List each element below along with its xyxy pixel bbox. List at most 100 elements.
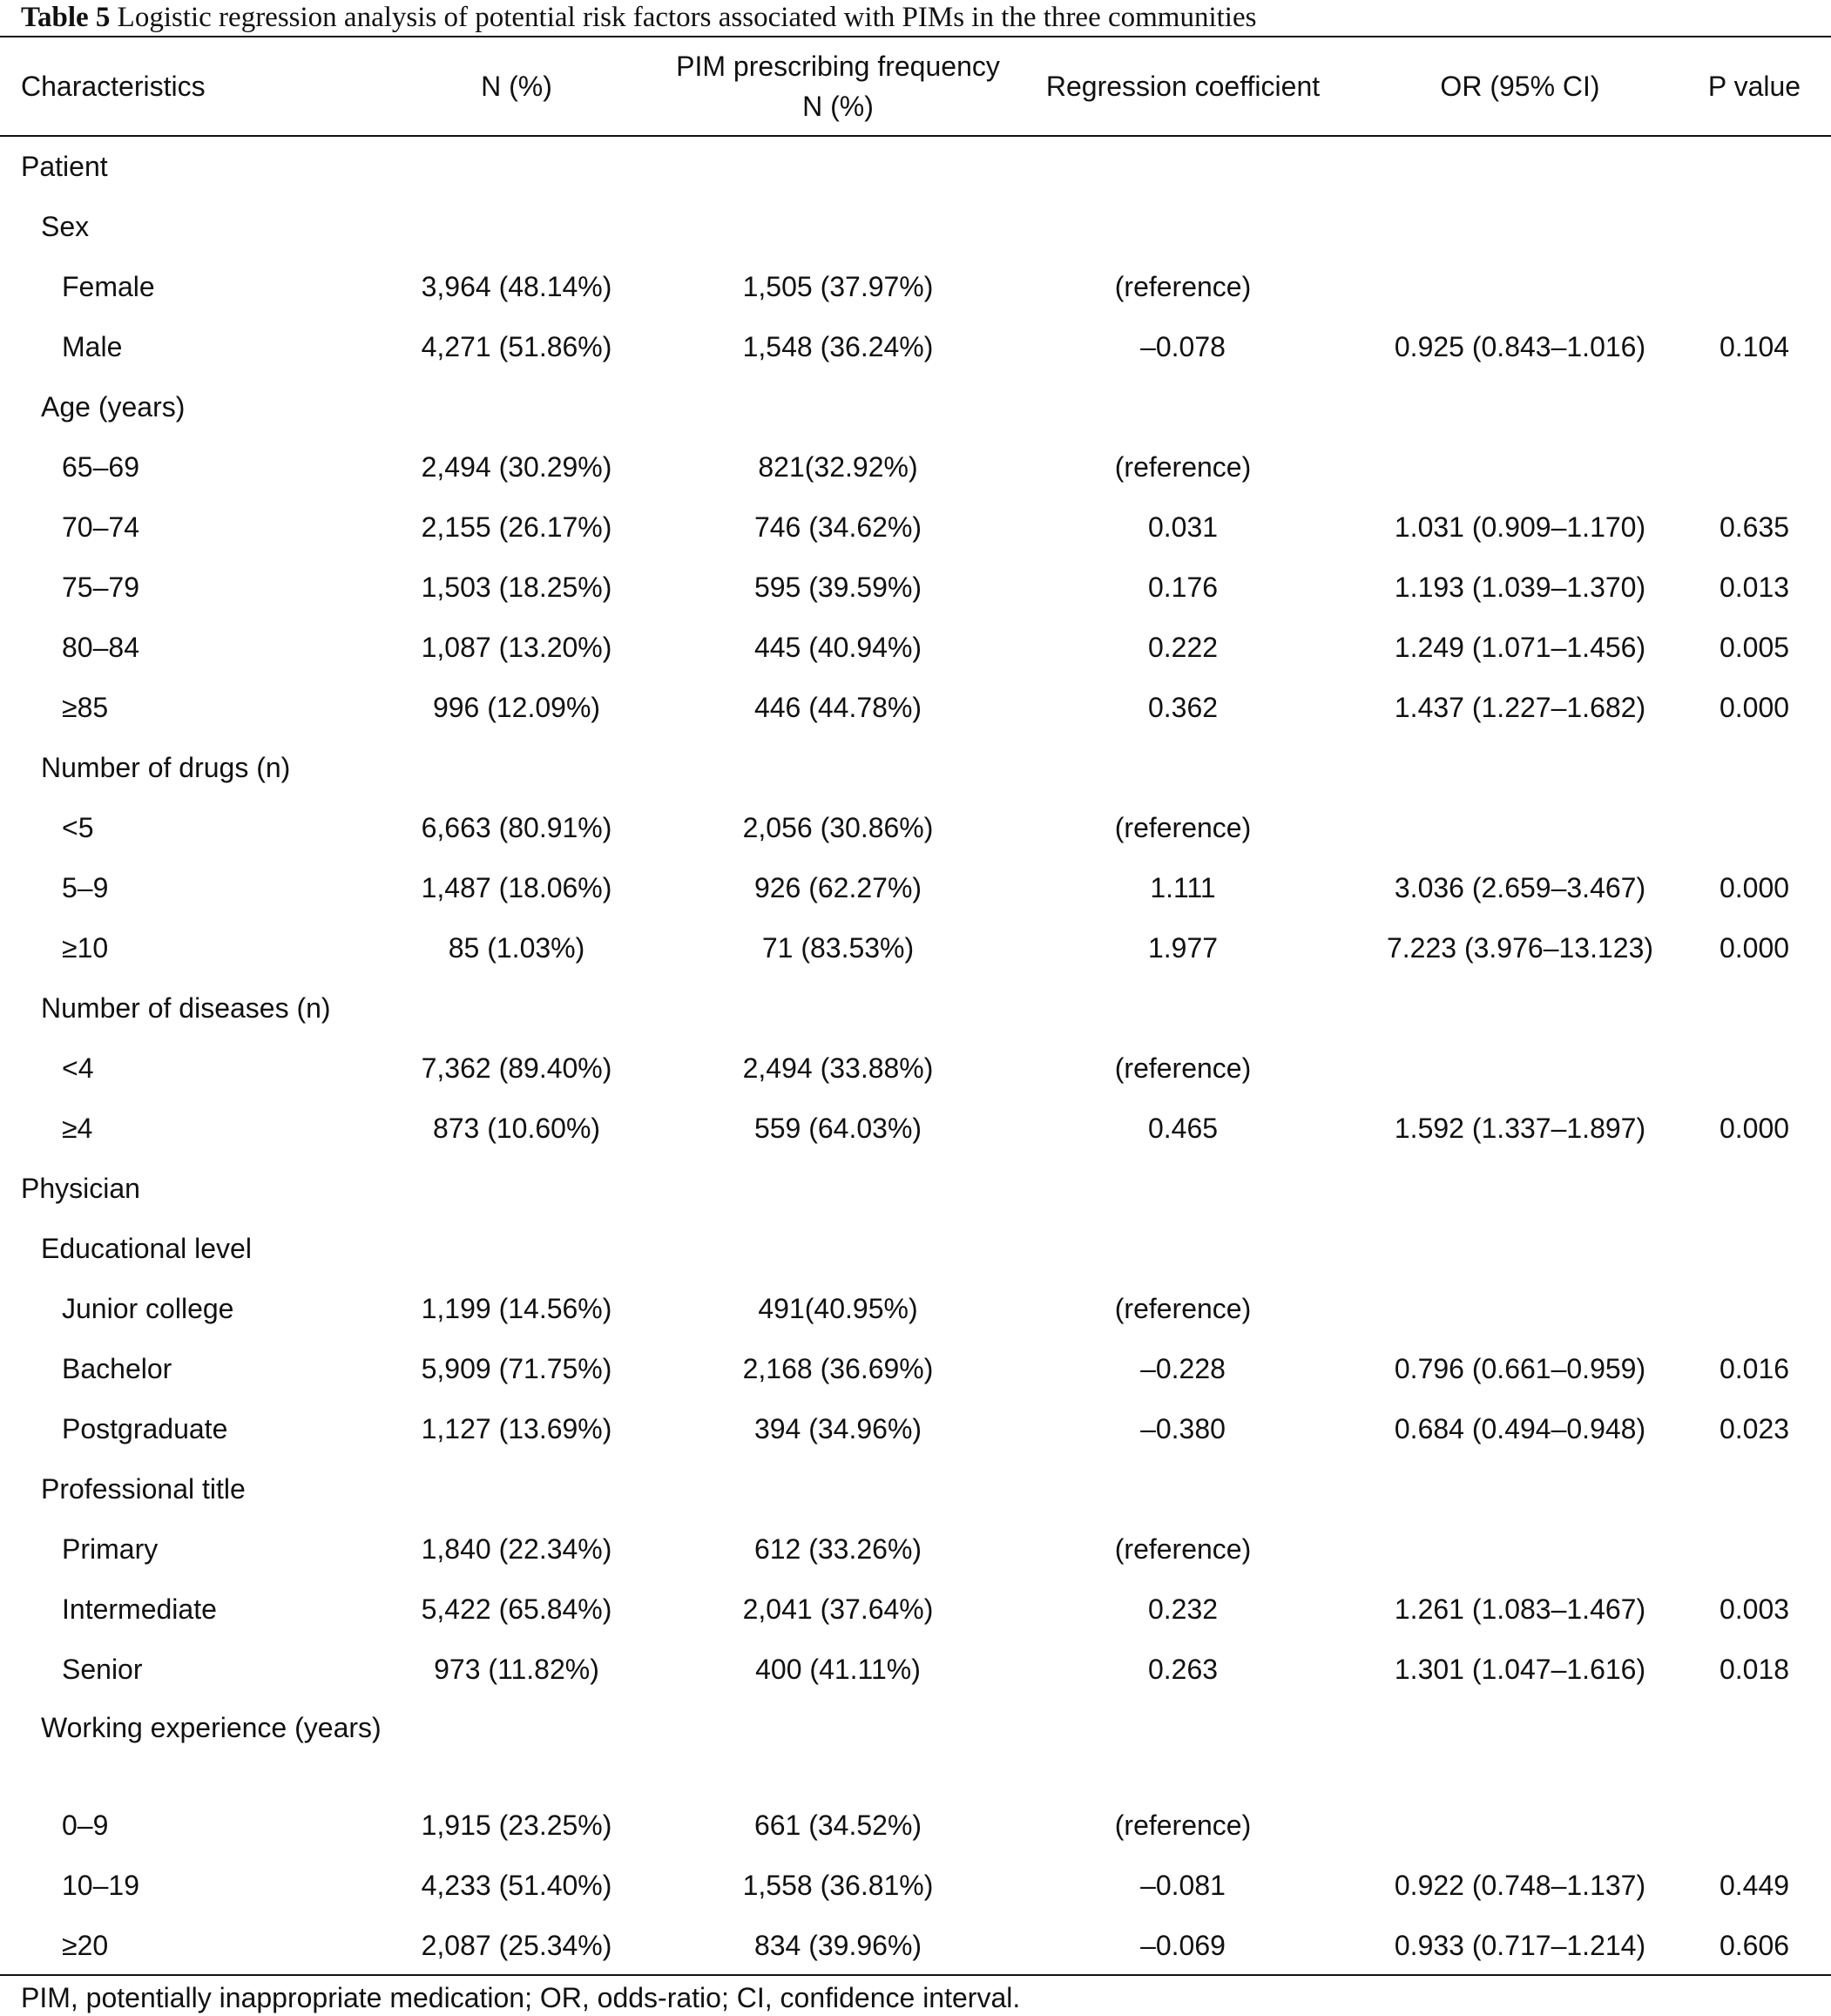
p-value-cell: 0.000 [1719,872,1790,903]
regression-coefficient-cell: –0.081 [1140,1870,1226,1901]
characteristic-cell: Educational level [41,1233,252,1264]
regression-coefficient-cell: 0.362 [1147,692,1219,723]
characteristic-cell: 0–9 [62,1810,109,1841]
or-ci-cell [1381,798,1659,858]
p-value-cell [1693,1796,1815,1856]
p-value-cell: 0.606 [1719,1930,1790,1961]
header-regression-coefficient: Regression coefficient [1045,71,1321,102]
table-row: 10–19 4,233 (51.40%) 1,558 (36.81%) –0.081 0… [0,1856,1831,1916]
p-value-cell [1693,798,1815,858]
table-row: <5 6,663 (80.91%) 2,056 (30.86%) (reference… [0,798,1831,858]
pim-frequency-cell: 1,558 (36.81%) [742,1870,934,1901]
n-pct-cell: 2,494 (30.29%) [421,451,612,483]
pim-frequency-cell: 661 (34.52%) [753,1810,922,1841]
or-ci-cell: 0.796 (0.661–0.959) [1394,1353,1646,1384]
p-value-cell: 0.449 [1719,1870,1790,1901]
p-value-cell: 0.018 [1719,1654,1790,1685]
table-row: 65–69 2,494 (30.29%) 821(32.92%) (reference… [0,437,1831,497]
p-value-cell: 0.023 [1719,1413,1790,1444]
regression-coefficient-cell: 1.977 [1147,932,1219,964]
pim-frequency-cell: 821(32.92%) [758,451,918,483]
or-ci-cell: 0.684 (0.494–0.948) [1394,1413,1646,1444]
p-value-cell: 0.635 [1719,511,1790,543]
characteristic-cell: ≥85 [62,692,109,723]
p-value-cell: 0.013 [1719,572,1790,603]
table-bottom-rule [0,1974,1831,1976]
pim-frequency-cell: 1,548 (36.24%) [742,331,934,362]
n-pct-cell: 1,199 (14.56%) [421,1293,612,1324]
characteristic-cell: ≥10 [62,932,109,964]
or-ci-cell [1381,1038,1659,1099]
regression-coefficient-cell: 0.176 [1147,572,1219,603]
p-value-cell: 0.000 [1719,692,1790,723]
regression-coefficient-cell: (reference) [1114,271,1252,302]
regression-coefficient-cell: 0.465 [1147,1113,1219,1144]
n-pct-cell: 4,233 (51.40%) [421,1870,612,1901]
table-group-row: Number of drugs (n) [0,738,1831,798]
header-pim-frequency-line2: N (%) [802,91,874,122]
header-pim-frequency: PIM prescribing frequency N (%) [655,46,1021,126]
table-caption: Table 5 Logistic regression analysis of … [21,0,1815,35]
characteristic-cell: Male [62,331,123,362]
or-ci-cell [1381,1279,1659,1339]
or-ci-cell [1381,257,1659,317]
or-ci-cell: 0.925 (0.843–1.016) [1394,331,1646,362]
table-group-row: Working experience (years) [0,1700,1831,1796]
pim-frequency-cell: 834 (39.96%) [753,1930,922,1961]
or-ci-cell: 1.031 (0.909–1.170) [1394,511,1646,543]
n-pct-cell: 996 (12.09%) [432,692,601,723]
table-row: Male 4,271 (51.86%) 1,548 (36.24%) –0.078 0.… [0,317,1831,377]
characteristic-cell: ≥20 [62,1930,109,1961]
characteristic-cell: Number of diseases (n) [41,992,331,1024]
characteristic-cell: <5 [62,812,94,843]
n-pct-cell: 1,087 (13.20%) [421,632,612,663]
table-group-row: Professional title [0,1459,1831,1519]
pim-frequency-cell: 446 (44.78%) [753,692,922,723]
pim-frequency-cell: 595 (39.59%) [753,572,922,603]
pim-frequency-cell: 445 (40.94%) [753,632,922,663]
table-row: Senior 973 (11.82%) 400 (41.11%) 0.263 1.301… [0,1640,1831,1700]
characteristic-cell: Female [62,271,155,302]
header-or-ci: OR (95% CI) [1440,71,1600,102]
or-ci-cell: 1.592 (1.337–1.897) [1394,1113,1646,1144]
n-pct-cell: 1,915 (23.25%) [421,1810,612,1841]
table-header-rule [0,135,1831,137]
n-pct-cell: 5,909 (71.75%) [421,1353,612,1384]
p-value-cell: 0.003 [1719,1593,1790,1625]
table-footnote: PIM, potentially inappropriate medicatio… [21,1982,1021,2013]
header-characteristics: Characteristics [21,71,206,102]
pim-frequency-cell: 612 (33.26%) [753,1533,922,1565]
regression-coefficient-cell: 0.263 [1147,1654,1219,1685]
table-row: Primary 1,840 (22.34%) 612 (33.26%) (refere… [0,1519,1831,1580]
characteristic-cell: Postgraduate [62,1413,228,1444]
or-ci-cell: 3.036 (2.659–3.467) [1394,872,1646,903]
n-pct-cell: 2,155 (26.17%) [421,511,612,543]
pim-frequency-cell: 491(40.95%) [758,1293,918,1324]
characteristic-cell: Age (years) [41,391,186,423]
characteristic-cell: Physician [21,1173,140,1204]
characteristic-cell: Patient [21,151,108,182]
regression-coefficient-cell: –0.078 [1140,331,1226,362]
or-ci-cell [1381,1796,1659,1856]
table-top-rule [0,36,1831,37]
p-value-cell [1693,1038,1815,1099]
characteristic-cell: Senior [62,1654,143,1685]
table-row: Junior college 1,199 (14.56%) 491(40.95%) (… [0,1279,1831,1339]
table-group-row: Age (years) [0,377,1831,437]
characteristic-cell: ≥4 [62,1113,93,1144]
characteristic-cell: Bachelor [62,1353,172,1384]
pim-frequency-cell: 394 (34.96%) [753,1413,922,1444]
regression-coefficient-cell: (reference) [1114,1810,1252,1841]
table-group-row: Number of diseases (n) [0,978,1831,1038]
table-section-row: Patient [0,137,1831,197]
n-pct-cell: 873 (10.60%) [432,1113,601,1144]
characteristic-cell: 5–9 [62,872,109,903]
or-ci-cell: 1.193 (1.039–1.370) [1394,572,1646,603]
p-value-cell: 0.016 [1719,1353,1790,1384]
table-row: 5–9 1,487 (18.06%) 926 (62.27%) 1.111 3.036 … [0,858,1831,918]
n-pct-cell: 3,964 (48.14%) [421,271,612,302]
n-pct-cell: 1,127 (13.69%) [421,1413,612,1444]
table-row: Bachelor 5,909 (71.75%) 2,168 (36.69%) –0.2… [0,1339,1831,1399]
table-row: ≥85 996 (12.09%) 446 (44.78%) 0.362 1.437 (1… [0,678,1831,738]
or-ci-cell: 1.261 (1.083–1.467) [1394,1593,1646,1625]
